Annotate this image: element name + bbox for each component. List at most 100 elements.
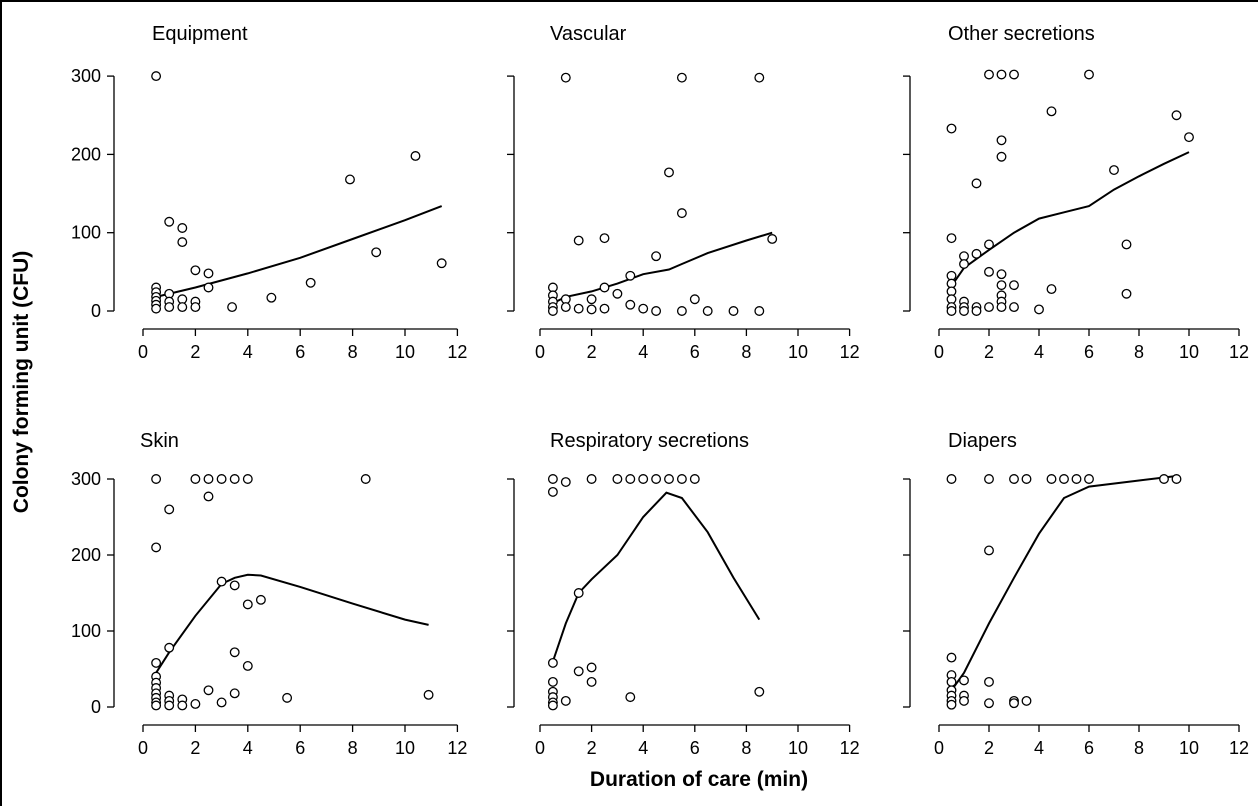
data-point <box>560 72 571 83</box>
data-point <box>638 474 649 484</box>
data-point <box>547 676 558 687</box>
data-point <box>229 647 240 658</box>
data-point <box>1009 69 1019 80</box>
data-point <box>203 282 214 293</box>
data-point <box>599 303 610 314</box>
data-point <box>959 306 969 316</box>
data-point <box>1021 474 1032 484</box>
x-tick-label: 0 <box>934 738 944 758</box>
data-point <box>216 576 227 587</box>
data-point <box>971 248 982 259</box>
data-point <box>599 233 610 244</box>
x-tick-label: 10 <box>788 342 808 362</box>
x-tick-label: 8 <box>348 342 358 362</box>
x-tick-label: 6 <box>1084 738 1094 758</box>
x-tick-label: 8 <box>1134 342 1144 362</box>
data-point <box>625 270 636 281</box>
data-point <box>984 545 994 556</box>
data-point <box>266 292 277 303</box>
x-tick-label: 10 <box>1179 738 1199 758</box>
x-tick-label: 6 <box>295 738 305 758</box>
data-point <box>345 174 355 185</box>
x-tick-label: 2 <box>984 738 994 758</box>
data-point <box>984 698 994 709</box>
data-point <box>242 474 253 484</box>
data-point <box>436 258 447 269</box>
panel-title: Other secretions <box>948 23 1095 45</box>
x-tick-label: 4 <box>1034 342 1044 362</box>
data-point <box>1084 69 1094 80</box>
data-point <box>946 123 957 134</box>
data-point <box>164 216 175 227</box>
data-point <box>151 303 162 314</box>
x-tick-label: 12 <box>1229 738 1249 758</box>
data-point <box>676 306 687 316</box>
x-tick-label: 8 <box>348 738 358 758</box>
data-point <box>151 542 162 553</box>
data-point <box>547 700 558 711</box>
data-point <box>984 239 994 250</box>
data-point <box>164 642 175 653</box>
data-point <box>282 692 293 703</box>
trend-line <box>551 491 761 662</box>
data-point <box>203 491 214 502</box>
data-point <box>255 594 266 605</box>
data-point <box>547 486 558 497</box>
x-tick-label: 6 <box>295 342 305 362</box>
x-tick-label: 6 <box>1084 342 1094 362</box>
x-tick-label: 0 <box>535 342 545 362</box>
x-tick-label: 0 <box>138 738 148 758</box>
data-point <box>984 266 994 277</box>
x-tick-label: 2 <box>984 342 994 362</box>
x-tick-label: 0 <box>934 342 944 362</box>
data-point <box>573 303 584 314</box>
data-point <box>586 662 597 673</box>
data-point <box>151 71 162 82</box>
data-point <box>1009 302 1019 313</box>
x-tick-label: 12 <box>1229 342 1249 362</box>
x-tick-label: 12 <box>840 738 860 758</box>
data-point <box>1059 474 1069 484</box>
panel-title: Vascular <box>550 23 627 45</box>
data-point <box>1046 474 1057 484</box>
data-point <box>676 208 687 219</box>
data-point <box>676 72 687 83</box>
data-point <box>625 299 636 310</box>
data-point <box>203 474 214 484</box>
data-point <box>946 699 957 710</box>
data-point <box>612 474 623 484</box>
y-tick-label: 200 <box>71 545 101 565</box>
data-point <box>560 477 571 487</box>
data-point <box>599 282 610 293</box>
data-point <box>1009 698 1019 709</box>
x-tick-label: 12 <box>447 738 467 758</box>
y-tick-label: 300 <box>71 66 101 86</box>
data-point <box>203 268 214 279</box>
x-tick-label: 10 <box>395 342 415 362</box>
x-tick-label: 0 <box>138 342 148 362</box>
x-tick-label: 4 <box>243 342 253 362</box>
data-point <box>612 288 623 299</box>
x-tick-label: 8 <box>741 738 751 758</box>
data-point <box>984 474 994 484</box>
trend-line <box>552 231 773 305</box>
data-point <box>371 247 382 258</box>
y-tick-label: 0 <box>91 697 101 717</box>
x-tick-label: 2 <box>190 342 200 362</box>
data-point <box>1121 239 1132 250</box>
panel-title: Respiratory secretions <box>550 430 749 452</box>
data-point <box>625 692 636 703</box>
trend-line <box>155 573 429 674</box>
x-tick-label: 4 <box>638 738 648 758</box>
data-point <box>754 306 765 316</box>
data-point <box>996 135 1007 146</box>
x-tick-label: 6 <box>690 738 700 758</box>
data-point <box>305 277 316 288</box>
y-tick-label: 300 <box>71 469 101 489</box>
data-point <box>1159 474 1169 484</box>
data-point <box>676 474 687 484</box>
data-point <box>586 294 597 305</box>
x-tick-label: 8 <box>741 342 751 362</box>
data-point <box>1021 695 1032 706</box>
